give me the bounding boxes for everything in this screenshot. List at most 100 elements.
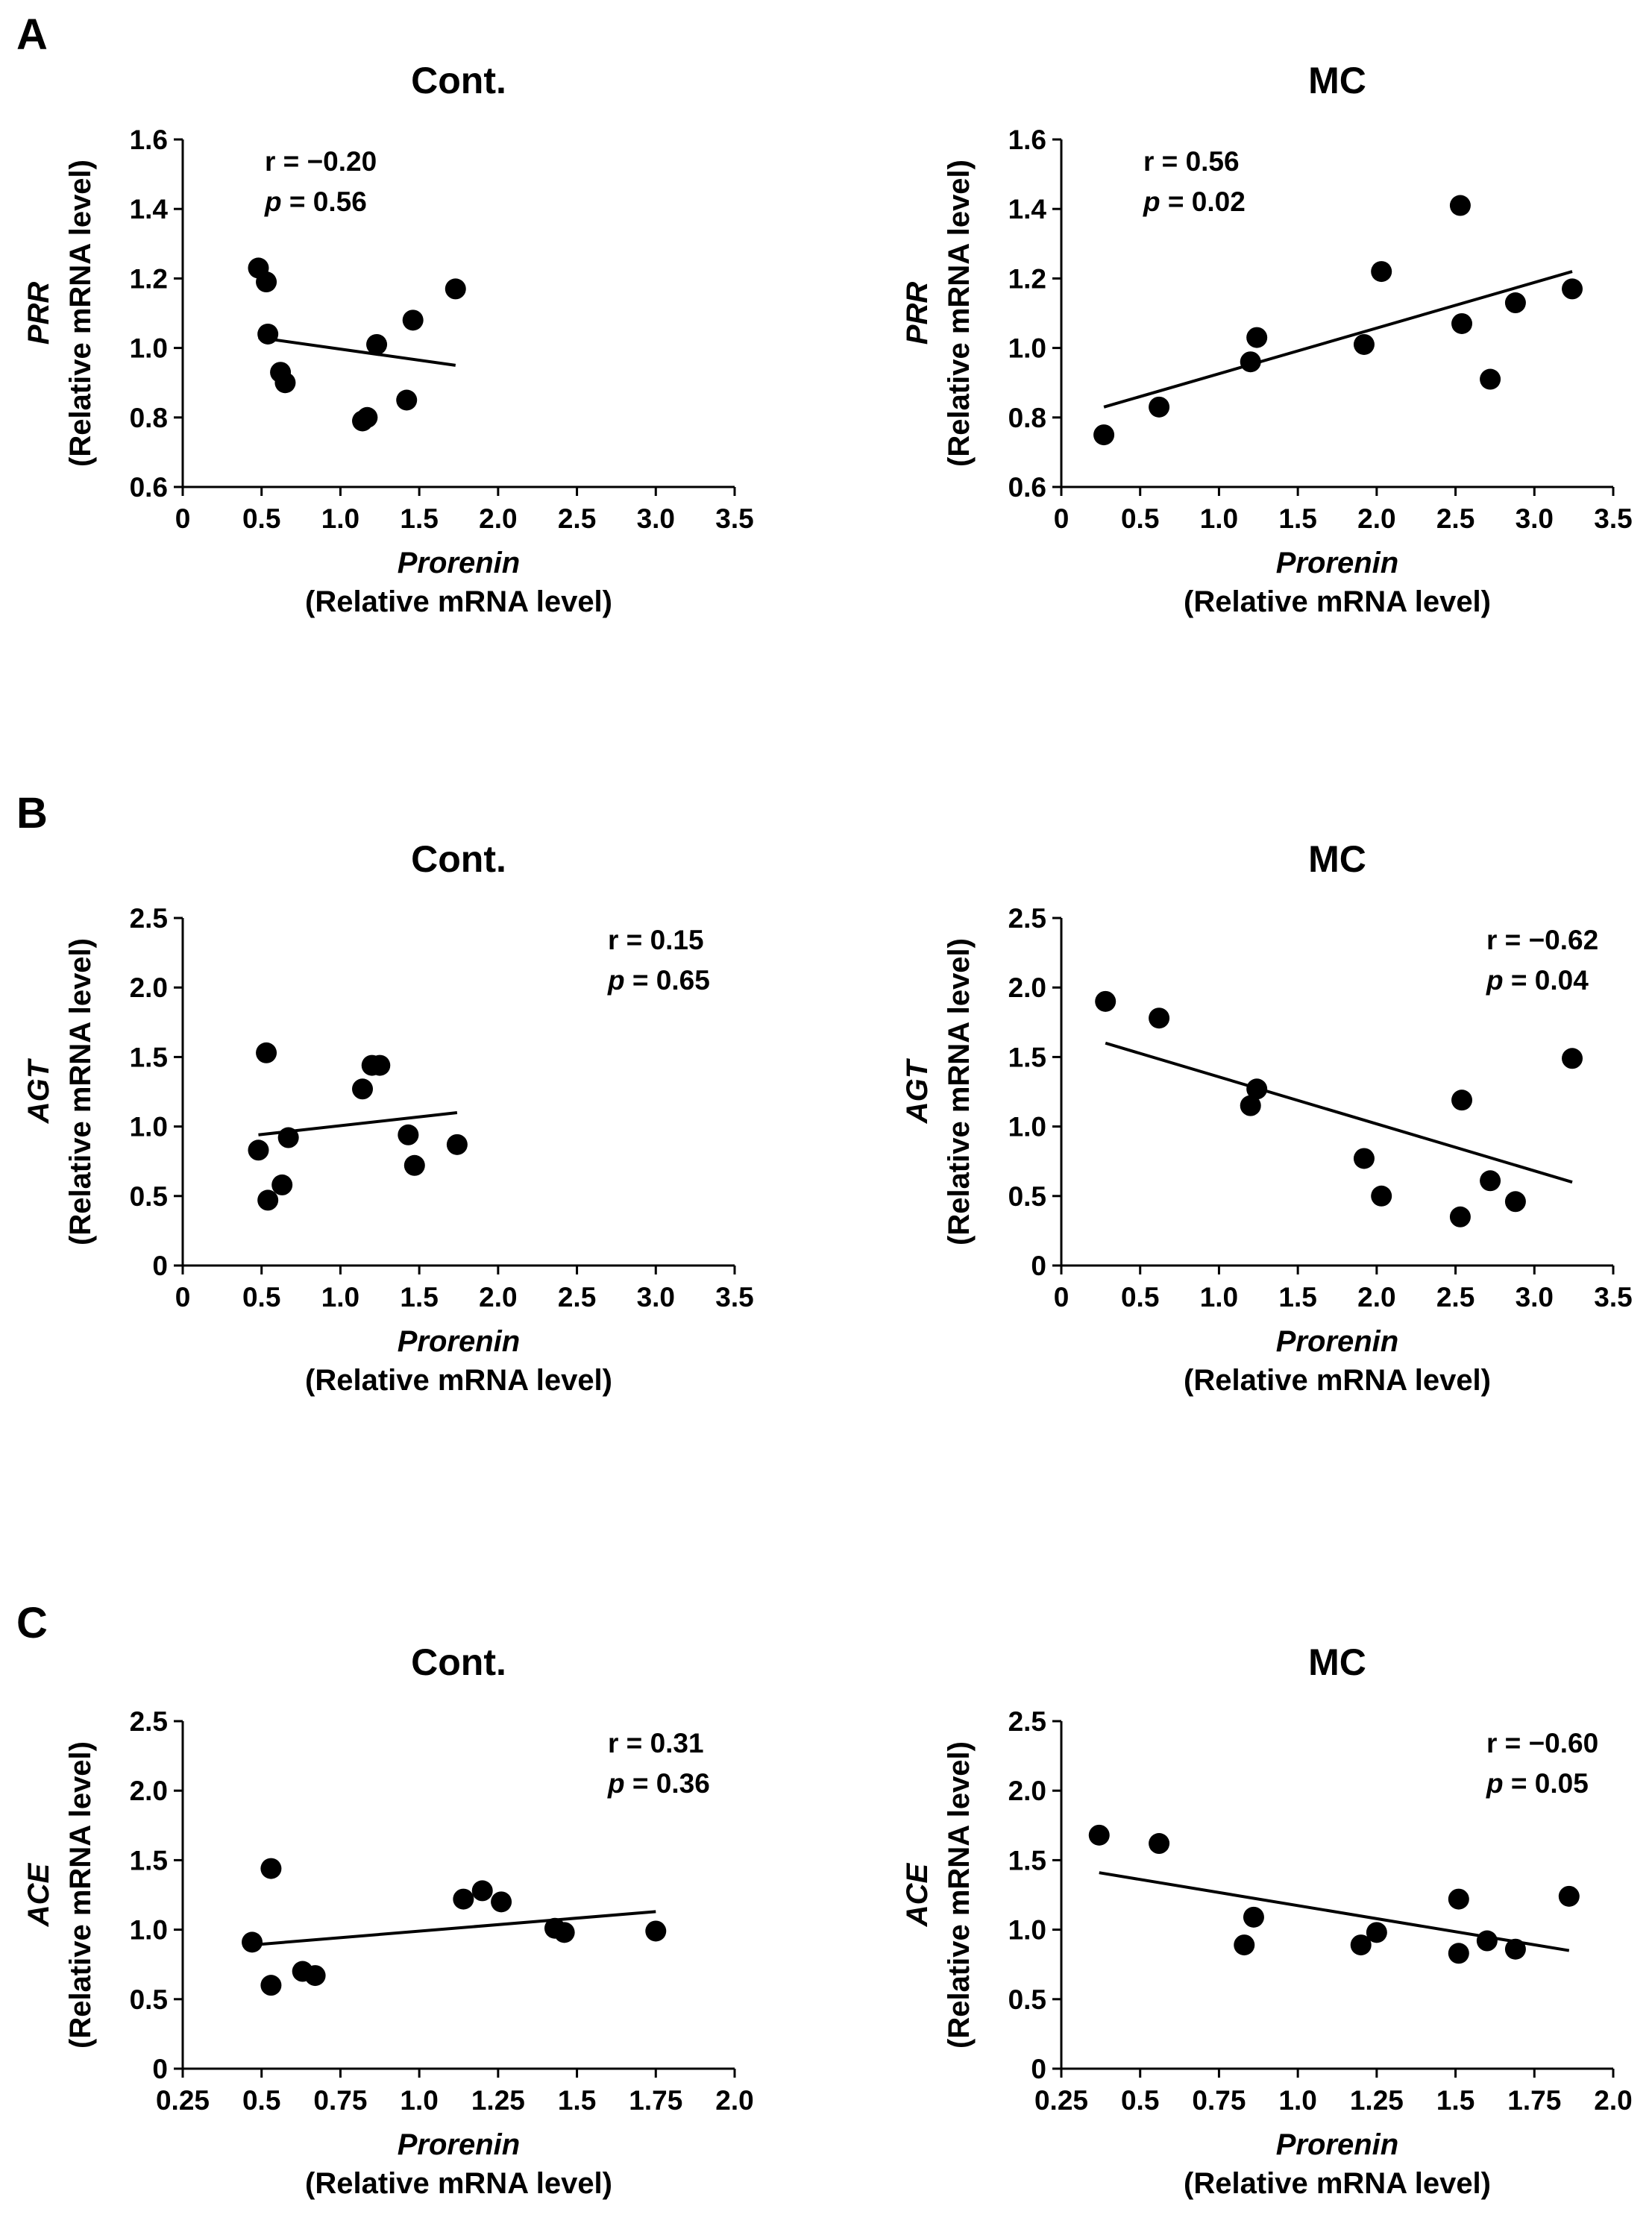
data-point: [1353, 333, 1375, 355]
regression-line: [258, 336, 456, 367]
data-point: [1149, 1833, 1170, 1855]
x-axis-label-gene: Prorenin: [398, 1325, 520, 1358]
data-point: [553, 1922, 575, 1943]
y-tick-label: 1.5: [130, 1042, 168, 1072]
y-tick-label: 1.0: [130, 333, 168, 364]
data-point: [1562, 278, 1583, 300]
x-tick-label: 2.5: [558, 503, 596, 534]
x-tick-label: 3.0: [1516, 1282, 1554, 1313]
x-axis-label-gene: Prorenin: [1276, 2128, 1398, 2161]
data-point: [1240, 351, 1261, 373]
data-point: [1504, 1938, 1526, 1960]
stats-annotation: r = 0.15 p = 0.65: [607, 925, 710, 996]
regression-line: [1105, 1041, 1573, 1184]
x-tick-label: 3.5: [715, 1282, 753, 1313]
data-point: [1558, 1885, 1580, 1907]
r-statistic: r = −0.60: [1486, 1728, 1598, 1758]
y-tick-label: 0.8: [1008, 403, 1046, 433]
y-tick-label: 2.5: [1008, 903, 1046, 934]
x-axis-label-gene: Prorenin: [398, 2128, 520, 2161]
y-axis-label-unit: (Relative mRNA level): [64, 938, 97, 1245]
chart-title: Cont.: [411, 60, 506, 101]
p-label: p: [607, 965, 625, 996]
p-statistic: p = 0.56: [264, 186, 367, 217]
chart-c-cont: Cont. 0 0.5 1.0 1.5 2.0 2.5 0.25 0.5 0.75 1.0 1.25 1…: [22, 1641, 754, 2200]
x-tick-label: 0: [1054, 1282, 1070, 1313]
data-point: [369, 1054, 391, 1076]
x-axis-label-unit: (Relative mRNA level): [1184, 585, 1491, 618]
x-axis-label-unit: (Relative mRNA level): [305, 1364, 612, 1397]
x-tick-label: 0.5: [242, 503, 280, 534]
x-tick-label: 3.5: [1594, 1282, 1632, 1313]
p-statistic: p = 0.04: [1486, 965, 1589, 996]
r-label: r =: [265, 146, 307, 177]
stats-annotation: r = −0.60 p = 0.05: [1486, 1728, 1598, 1799]
x-tick-label: 2.0: [479, 503, 517, 534]
x-tick-label: 0.5: [1121, 2085, 1159, 2116]
panel-letter-a: A: [16, 10, 48, 59]
x-tick-label: 3.5: [1594, 503, 1632, 534]
x-tick-label: 1.75: [1507, 2085, 1561, 2116]
data-point: [453, 1888, 474, 1910]
x-axis-label-gene: Prorenin: [398, 547, 520, 579]
y-tick-label: 1.6: [1008, 125, 1046, 155]
x-tick-label: 0: [1054, 503, 1070, 534]
r-statistic: r = 0.56: [1143, 146, 1240, 177]
x-tick-label: 2.0: [1594, 2085, 1632, 2116]
x-tick-label: 2.5: [1436, 503, 1474, 534]
data-point: [1243, 1906, 1264, 1928]
p-label: p: [1486, 1768, 1504, 1799]
data-point: [1449, 1206, 1471, 1227]
r-value: 0.15: [650, 925, 704, 955]
x-tick-label: 0: [175, 503, 191, 534]
x-axis-label-gene: Prorenin: [1276, 547, 1398, 579]
chart-b-mc: MC 0 0.5 1.0 1.5 2.0 2.5 0 0.5 1.0 1.5 2.0 2.5 3.0 3.5…: [901, 838, 1633, 1397]
y-tick-label: 1.2: [1008, 263, 1046, 294]
y-tick-label: 2.0: [1008, 972, 1046, 1003]
p-statistic: p = 0.05: [1486, 1768, 1589, 1799]
y-tick-label: 0: [1031, 2054, 1046, 2084]
x-tick-label: 1.5: [1278, 503, 1316, 534]
x-tick-label: 1.0: [400, 2085, 438, 2116]
data-point: [446, 1134, 468, 1155]
y-tick-label: 1.0: [1008, 1112, 1046, 1142]
data-point: [257, 323, 279, 345]
x-tick-label: 0: [175, 1282, 191, 1313]
data-point: [1449, 195, 1471, 216]
y-tick-label: 1.4: [130, 194, 169, 224]
chart-a-cont: Cont. 0.6 0.8 1.0 1.2 1.4 1.6 0 0.5 1.0 1.5 2.0 2.5 3…: [22, 60, 754, 618]
x-tick-label: 1.0: [1200, 503, 1238, 534]
y-tick-label: 1.6: [130, 125, 168, 155]
y-tick-label: 0.5: [1008, 1984, 1046, 2015]
x-tick-label: 3.0: [637, 503, 675, 534]
data-point: [402, 309, 424, 331]
data-point: [1246, 1078, 1268, 1100]
data-point: [260, 1858, 282, 1879]
chart-title: Cont.: [411, 838, 506, 880]
data-point: [1093, 424, 1115, 446]
x-tick-label: 2.0: [1357, 503, 1395, 534]
data-point: [256, 271, 277, 293]
data-point: [1476, 1930, 1498, 1952]
data-point: [242, 1931, 263, 1953]
p-value: = 0.36: [625, 1768, 710, 1799]
x-axis-label-unit: (Relative mRNA level): [1184, 2167, 1491, 2200]
y-tick-label: 1.0: [1008, 1915, 1046, 1946]
y-tick-label: 1.5: [1008, 1042, 1046, 1072]
data-point: [357, 406, 378, 428]
chart-b-cont: Cont. 0 0.5 1.0 1.5 2.0 2.5 0 0.5 1.0 1.5 2.0 2.5 3.0…: [22, 838, 754, 1397]
p-label: p: [1486, 965, 1504, 996]
x-tick-label: 0.75: [1192, 2085, 1246, 2116]
p-value: = 0.02: [1161, 186, 1246, 217]
data-point: [304, 1965, 326, 1987]
stats-annotation: r = −0.62 p = 0.04: [1486, 925, 1598, 996]
data-point: [471, 1880, 493, 1902]
y-tick-label: 0: [1031, 1251, 1046, 1281]
data-point: [271, 1174, 293, 1195]
y-axis-label-gene: AGT: [22, 1057, 55, 1124]
data-point: [1353, 1148, 1375, 1169]
x-tick-label: 1.5: [1436, 2085, 1474, 2116]
stats-annotation: r = −0.20 p = 0.56: [264, 146, 377, 217]
x-axis-label-unit: (Relative mRNA level): [305, 2167, 612, 2200]
p-label: p: [607, 1768, 625, 1799]
